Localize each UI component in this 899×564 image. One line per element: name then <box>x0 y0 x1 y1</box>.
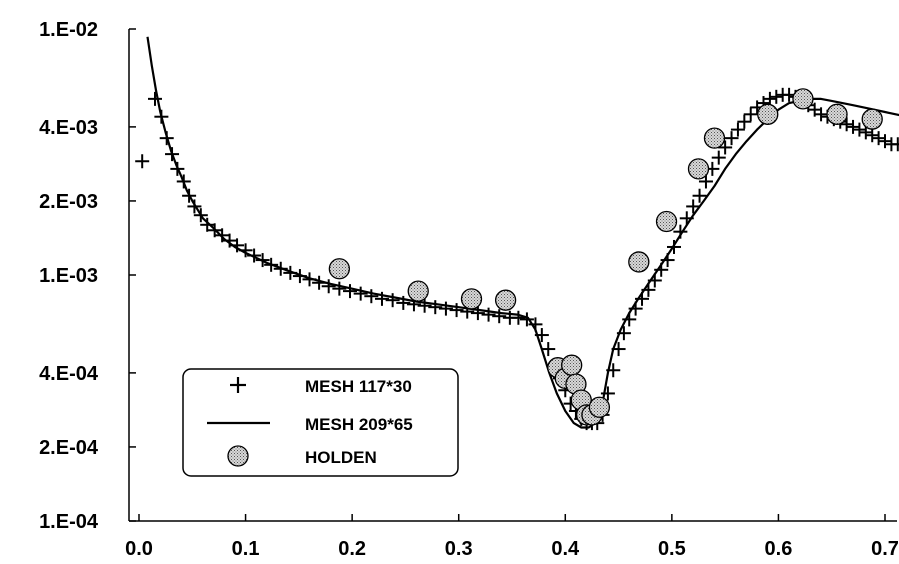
mesh-117-point <box>428 300 443 315</box>
mesh-117-point <box>846 119 861 134</box>
mesh-117-point <box>481 307 496 322</box>
y-tick-label: 1.E-04 <box>39 511 99 533</box>
mesh-117-point <box>865 128 880 143</box>
holden-point <box>792 88 814 110</box>
holden-point <box>628 251 650 273</box>
holden-point <box>328 258 351 280</box>
mesh-117-point <box>511 310 526 325</box>
mesh-117-point <box>364 289 379 304</box>
legend-label-holden: HOLDEN <box>305 448 377 467</box>
legend-label-mesh-209: MESH 209*65 <box>305 415 413 434</box>
mesh-117-point <box>730 122 745 137</box>
holden-point <box>687 158 710 180</box>
holden-point <box>561 354 583 376</box>
mesh-117-point <box>492 309 507 324</box>
mesh-117-point <box>814 107 829 122</box>
holden-point <box>407 280 429 302</box>
mesh-117-point <box>878 134 892 149</box>
y-tick-label: 2.E-03 <box>39 191 98 213</box>
x-tick-label: 0.1 <box>232 538 260 560</box>
legend-plus-marker <box>230 377 246 393</box>
x-tick-label: 0.2 <box>338 538 366 560</box>
x-tick-label: 0.0 <box>125 538 153 560</box>
mesh-117-point <box>762 91 777 106</box>
mesh-117-point <box>890 137 899 152</box>
mesh-117-point <box>519 312 534 327</box>
plot-area <box>135 36 899 431</box>
axes: 0.0 0.1 0.2 0.3 0.4 0.5 0.6 0.7 1.E-02 4.E-03 2.E-… <box>39 19 899 560</box>
mesh-117-point <box>449 303 464 318</box>
legend-circle-marker <box>227 445 249 467</box>
holden-point <box>861 108 883 130</box>
mesh-117-point <box>417 298 432 313</box>
x-tick-label: 0.6 <box>765 538 793 560</box>
y-tick-label: 4.E-04 <box>39 363 99 385</box>
mesh-117-point <box>871 131 886 146</box>
mesh-117-point <box>135 154 150 169</box>
legend-label-mesh-117: MESH 117*30 <box>305 377 412 396</box>
x-tick-label: 0.4 <box>551 538 580 560</box>
mesh-117-point <box>147 91 162 106</box>
mesh-117-point <box>470 306 485 321</box>
mesh-117-point <box>839 117 854 132</box>
mesh-117-point <box>711 150 726 165</box>
legend: MESH 117*30 MESH 209*65 HOLDEN <box>182 368 459 477</box>
x-tick-label: 0.7 <box>871 538 899 560</box>
mesh-117-point <box>215 228 230 243</box>
mesh-117-point <box>321 279 336 294</box>
mesh-117-point <box>686 199 701 214</box>
mesh-117-point <box>718 140 733 155</box>
holden-point <box>757 103 779 125</box>
mesh-117-point <box>743 107 758 122</box>
holden-point <box>826 103 848 125</box>
mesh-117-point <box>737 114 752 129</box>
mesh-117-point <box>200 217 215 232</box>
mesh-117-point <box>353 286 368 301</box>
holden-point <box>703 127 726 149</box>
y-tick-label: 1.E-03 <box>39 265 98 287</box>
x-tick-label: 0.5 <box>658 538 686 560</box>
y-tick-label: 4.E-03 <box>39 117 98 139</box>
holden-point <box>655 210 678 233</box>
mesh-117-point <box>343 284 358 299</box>
mesh-117-point <box>332 281 347 296</box>
mesh-117-point <box>692 188 707 203</box>
mesh-117-point <box>438 301 453 316</box>
mesh-117-point <box>852 122 867 137</box>
x-tick-label: 0.3 <box>445 538 473 560</box>
mesh-117-point <box>858 125 873 140</box>
holden-point <box>460 288 483 310</box>
mesh-117-point <box>769 89 784 104</box>
holden-point <box>588 396 611 418</box>
mesh-117-point <box>724 131 739 146</box>
holden-point <box>494 289 517 311</box>
legend-box <box>182 368 459 477</box>
mesh-209-line <box>146 36 899 429</box>
mesh-117-point <box>385 293 400 308</box>
y-tick-label: 1.E-02 <box>39 19 98 41</box>
mesh-117-point <box>541 342 556 357</box>
mesh-117-point <box>698 174 713 189</box>
y-tick-label: 2.E-04 <box>39 437 99 459</box>
